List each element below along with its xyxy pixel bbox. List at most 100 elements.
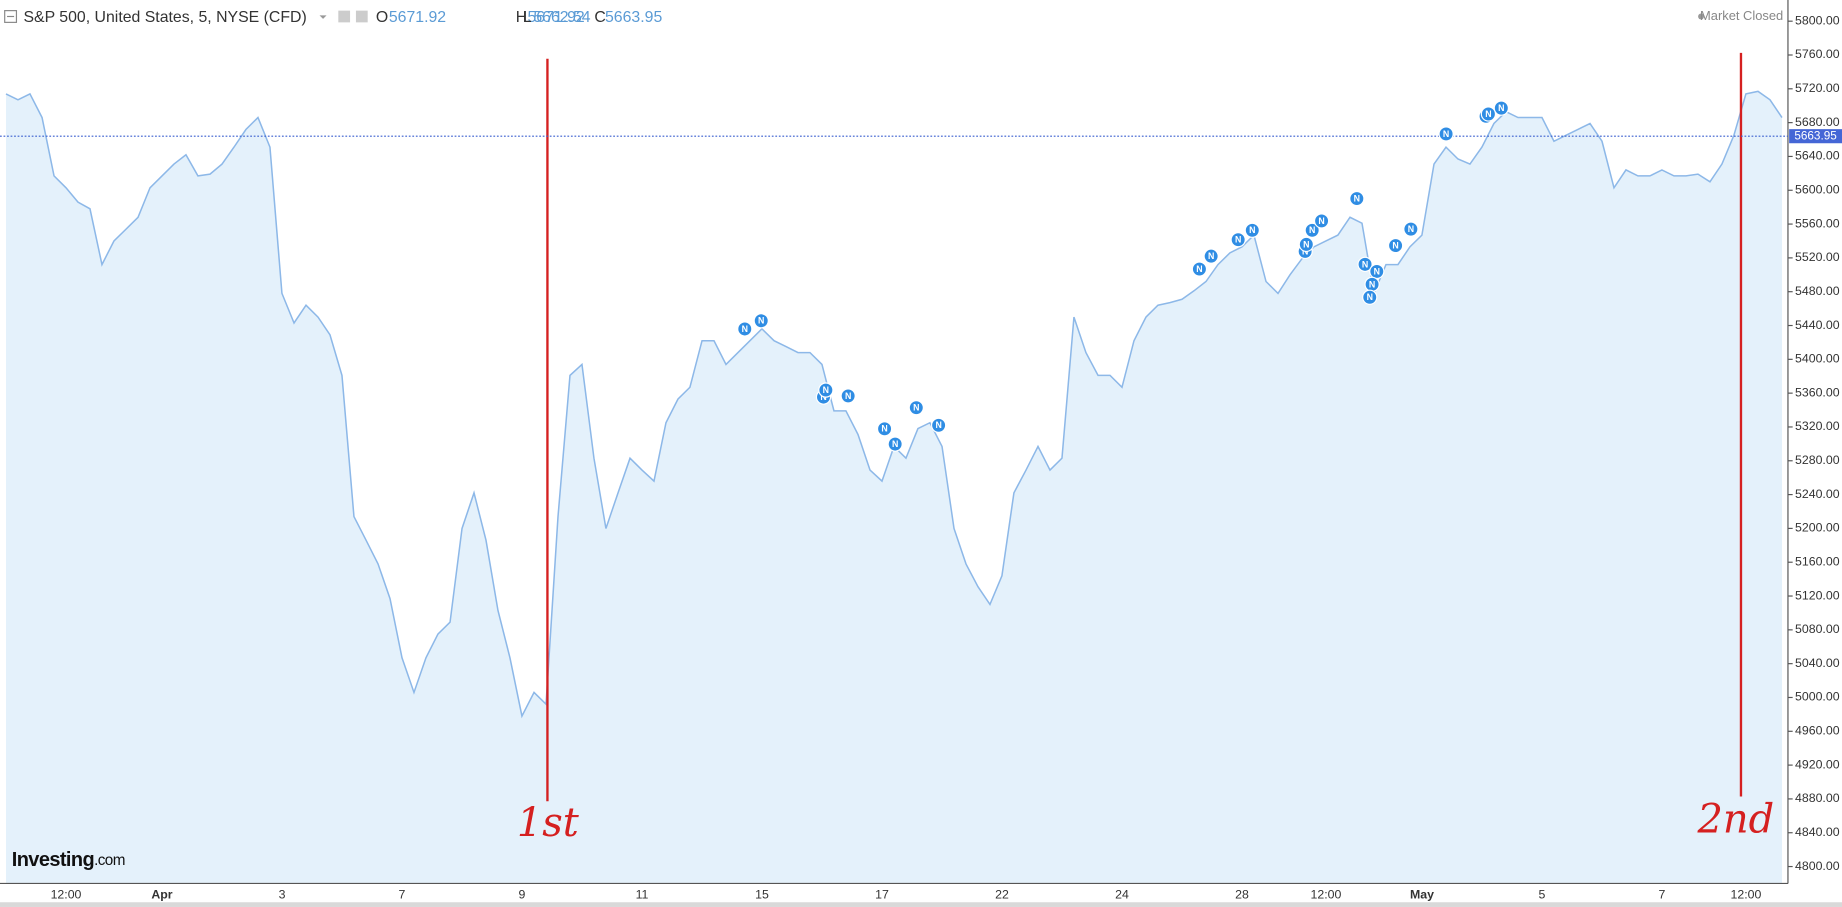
news-marker-label: N [881, 424, 887, 434]
news-marker-label: N [1367, 292, 1373, 302]
news-marker-circle [1357, 256, 1373, 273]
ohlc-value: 5671.92 [527, 9, 584, 26]
logo-suffix: .com [94, 852, 125, 869]
news-marker[interactable]: N [1438, 126, 1454, 142]
y-tick-label: 4840.00 [1795, 825, 1840, 839]
y-tick-label: 5160.00 [1795, 554, 1840, 568]
x-tick-label: 5 [1539, 887, 1546, 901]
y-tick-label: 4960.00 [1795, 724, 1840, 738]
news-marker-label: N [892, 439, 898, 449]
news-marker[interactable]: N [876, 421, 893, 437]
news-marker[interactable]: N [1349, 190, 1365, 207]
news-marker[interactable]: N [1362, 289, 1378, 305]
y-tick-label: 5080.00 [1795, 622, 1840, 636]
y-tick-label: 5000.00 [1795, 690, 1840, 704]
news-marker[interactable]: N [1244, 222, 1260, 238]
news-marker[interactable]: N [930, 417, 947, 433]
news-marker[interactable]: N [1357, 256, 1373, 273]
news-marker-label: N [1485, 109, 1491, 119]
news-marker[interactable]: N [1493, 100, 1509, 116]
symbol-title[interactable]: S&P 500, United States, 5, NYSE (CFD) [23, 9, 306, 26]
y-tick-label: 5400.00 [1795, 352, 1840, 366]
scroll-bar[interactable] [0, 902, 1842, 907]
news-marker-circle [1191, 261, 1208, 277]
ohlc-value: 5671.92 [389, 9, 446, 26]
news-marker[interactable]: N [840, 388, 856, 404]
news-marker[interactable]: N [737, 321, 753, 337]
y-tick-label: 5720.00 [1795, 81, 1840, 95]
news-marker-label: N [1354, 193, 1360, 203]
news-marker-label: N [1208, 251, 1214, 261]
status-dot [1698, 13, 1704, 20]
y-tick-label: 5600.00 [1795, 183, 1840, 197]
news-marker-label: N [1374, 266, 1380, 276]
news-marker[interactable]: N [1298, 236, 1314, 253]
settings-icon[interactable] [338, 10, 351, 23]
x-tick-label: 15 [755, 887, 769, 901]
news-marker[interactable]: N [1203, 248, 1219, 264]
news-marker-circle [887, 436, 903, 452]
news-marker-circle [753, 313, 769, 329]
hide-icon[interactable] [355, 10, 368, 23]
price-area [5, 91, 1782, 884]
y-tick-label: 5360.00 [1795, 385, 1840, 399]
news-marker[interactable]: N [1403, 221, 1419, 237]
ohlc-value: 5663.95 [605, 9, 662, 26]
news-marker-circle [1362, 289, 1378, 305]
x-tick-label: 7 [1659, 887, 1666, 901]
x-tick-label: 12:00 [51, 887, 82, 901]
y-tick-label: 4880.00 [1795, 791, 1840, 805]
news-marker-label: N [1309, 225, 1315, 235]
news-marker-label: N [1369, 279, 1375, 289]
news-marker-label: N [1443, 129, 1449, 139]
news-marker-label: N [758, 316, 764, 326]
news-marker-label: N [1362, 259, 1368, 269]
y-tick-label: 5440.00 [1795, 318, 1840, 332]
news-marker-circle [1349, 190, 1365, 207]
news-marker-circle [1387, 237, 1404, 254]
logo-name: Investing [12, 849, 94, 871]
annotation: 2nd [1697, 796, 1775, 842]
x-tick-label: Apr [151, 887, 172, 901]
y-tick-label: 5040.00 [1795, 656, 1840, 670]
news-marker-label: N [1498, 103, 1504, 113]
news-marker-label: N [1303, 239, 1309, 249]
news-marker-circle [930, 417, 947, 433]
news-marker[interactable]: N [1364, 276, 1380, 292]
x-tick-label: 9 [519, 887, 526, 901]
news-marker-label: N [823, 385, 829, 395]
news-marker[interactable]: N [818, 382, 834, 398]
ohlc-label: C [594, 9, 605, 26]
news-marker[interactable]: N [1387, 237, 1404, 254]
y-tick-label: 5480.00 [1795, 284, 1840, 298]
news-marker[interactable]: N [1369, 263, 1385, 280]
ohlc-label: O [376, 9, 388, 26]
ohlc-label: H [516, 9, 527, 26]
dropdown-arrow[interactable] [319, 15, 327, 19]
news-marker[interactable]: N [1480, 106, 1497, 122]
news-marker[interactable]: N [908, 400, 924, 416]
news-marker[interactable]: N [1230, 232, 1246, 248]
news-marker-circle [1203, 248, 1219, 264]
news-marker[interactable]: N [887, 436, 903, 452]
news-marker[interactable]: N [753, 313, 769, 329]
ohlc-label: L [523, 9, 532, 26]
news-marker[interactable]: N [1313, 213, 1330, 229]
news-marker-circle [908, 400, 924, 416]
y-tick-label: 5280.00 [1795, 453, 1840, 467]
x-tick-label: 28 [1235, 887, 1249, 901]
news-marker-label: N [1408, 224, 1414, 234]
news-marker-circle [1244, 222, 1260, 238]
news-marker[interactable]: N [1191, 261, 1208, 277]
x-tick-label: May [1410, 887, 1434, 901]
news-marker-circle [1493, 100, 1509, 116]
y-tick-label: 5240.00 [1795, 487, 1840, 501]
news-marker-label: N [1249, 225, 1255, 235]
news-marker-label: N [845, 391, 851, 401]
news-marker[interactable]: N [1304, 222, 1320, 238]
collapse-icon[interactable] [4, 10, 18, 23]
news-marker-circle [1298, 236, 1314, 253]
x-tick-label: 24 [1115, 887, 1129, 901]
news-marker-circle [876, 421, 893, 437]
